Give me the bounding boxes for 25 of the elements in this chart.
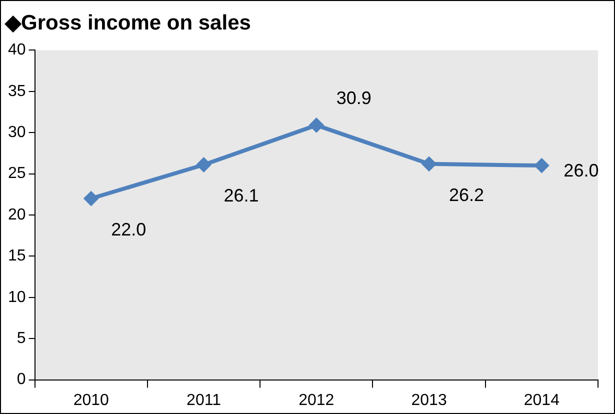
point [84,191,99,206]
data-label: 26.1 [224,186,259,206]
y-tick-label: 0 [16,371,26,388]
data-label: 30.9 [336,88,372,108]
y-tick-label: 20 [8,206,26,224]
y-tick-label: 5 [16,330,26,348]
x-tick-label: 2012 [298,392,334,409]
x-tick-label: 2011 [186,392,222,409]
y-tick-label: 15 [8,248,26,265]
data-label: 26.2 [449,184,484,205]
point [534,158,550,174]
chart-title: ◆Gross income on sales [4,11,251,34]
y-tick-label: 35 [8,82,26,100]
y-tick-label: 10 [8,288,26,306]
point [196,157,212,172]
data-label: 22.0 [111,219,146,240]
x-tick-label: 2013 [411,392,447,409]
y-tick-label: 40 [8,42,26,59]
data-label: 26.0 [564,160,599,181]
x-tick-label: 2014 [524,392,560,409]
y-tick-label: 25 [8,165,26,182]
y-tick-label: 30 [8,124,26,142]
x-tick-label: 2010 [73,392,110,409]
point [308,118,324,133]
point [422,156,437,172]
